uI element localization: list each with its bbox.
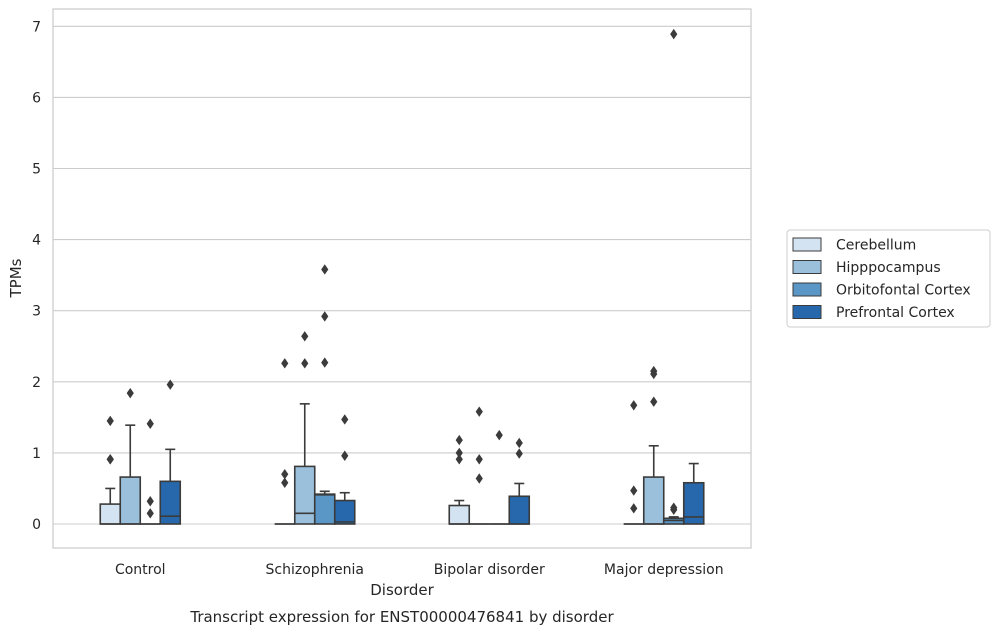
outlier-point bbox=[341, 450, 349, 461]
x-tick-labels: Control Schizophrenia Bipolar disorder Majo… bbox=[115, 562, 724, 578]
outlier-point bbox=[515, 437, 523, 449]
y-tick-label: 0 bbox=[32, 517, 41, 533]
outlier-point bbox=[281, 469, 289, 480]
outlier-point bbox=[126, 387, 134, 399]
outlier-point bbox=[670, 502, 678, 513]
outlier-point bbox=[650, 396, 658, 407]
x-axis-label: Disorder bbox=[370, 581, 434, 599]
y-tick-label: 1 bbox=[32, 446, 41, 462]
outlier-point bbox=[146, 508, 154, 519]
outlier-point bbox=[455, 434, 463, 446]
y-tick-label: 3 bbox=[32, 304, 41, 320]
box-3-3 bbox=[682, 462, 705, 525]
legend-label: Hipppocampus bbox=[836, 260, 941, 276]
x-tick-label: Bipolar disorder bbox=[434, 562, 545, 578]
outlier-point bbox=[650, 365, 658, 377]
y-tick-label: 6 bbox=[32, 90, 41, 106]
outlier-point bbox=[341, 414, 349, 425]
box-body bbox=[448, 504, 471, 525]
legend: Cerebellum Hipppocampus Orbitofontal Corte… bbox=[786, 229, 991, 328]
outlier-point bbox=[475, 406, 483, 417]
outlier-point bbox=[630, 400, 638, 411]
box-body bbox=[293, 465, 316, 525]
outlier-point bbox=[106, 454, 114, 465]
outlier-point bbox=[301, 358, 309, 369]
y-tick-label: 7 bbox=[32, 19, 41, 35]
outliers bbox=[106, 28, 678, 519]
box-1-3 bbox=[642, 444, 665, 525]
legend-frame bbox=[786, 229, 991, 328]
box-body bbox=[313, 493, 336, 525]
box-1-0 bbox=[119, 424, 142, 525]
outlier-point bbox=[321, 264, 329, 275]
legend-swatch bbox=[792, 237, 822, 252]
outlier-point bbox=[301, 331, 309, 342]
y-tick-label: 4 bbox=[32, 233, 41, 249]
legend-swatch bbox=[792, 260, 822, 274]
y-tick-labels: 0 1 2 3 4 5 6 7 bbox=[32, 19, 41, 533]
box-body bbox=[682, 481, 705, 525]
x-tick-label: Schizophrenia bbox=[266, 562, 364, 578]
chart-caption: Transcript expression for ENST0000047684… bbox=[189, 608, 614, 626]
outlier-point bbox=[475, 454, 483, 465]
legend-swatch bbox=[792, 305, 822, 319]
outlier-point bbox=[515, 448, 523, 459]
outlier-point bbox=[455, 447, 463, 459]
outlier-point bbox=[281, 358, 289, 369]
legend-label: Cerebellum bbox=[836, 238, 916, 254]
outlier-point bbox=[455, 454, 463, 465]
outlier-point bbox=[321, 311, 329, 322]
plot-area bbox=[53, 9, 751, 548]
legend-items: Cerebellum Hipppocampus Orbitofontal Corte… bbox=[792, 237, 971, 321]
box-3-1 bbox=[333, 491, 356, 525]
x-tick-label: Major depression bbox=[604, 562, 724, 578]
y-tick-label: 5 bbox=[32, 162, 41, 178]
outlier-point bbox=[166, 379, 174, 390]
outlier-point bbox=[630, 503, 638, 514]
boxes bbox=[99, 403, 705, 525]
box-2-1 bbox=[313, 490, 336, 525]
box-0-2 bbox=[448, 499, 471, 525]
outlier-point bbox=[670, 28, 678, 40]
box-body bbox=[99, 503, 122, 525]
box-3-2 bbox=[508, 482, 531, 525]
y-tick-label: 2 bbox=[32, 375, 41, 391]
legend-swatch bbox=[792, 282, 822, 297]
box-3-0 bbox=[159, 448, 182, 525]
legend-label: Prefrontal Cortex bbox=[836, 305, 955, 321]
legend-label: Orbitofontal Cortex bbox=[836, 283, 971, 299]
x-tick-label: Control bbox=[115, 562, 166, 578]
box-2-3 bbox=[662, 516, 685, 525]
box-body bbox=[508, 495, 531, 525]
box-body bbox=[642, 476, 665, 525]
plot-frame bbox=[52, 8, 752, 549]
outlier-point bbox=[630, 485, 638, 496]
box-body bbox=[333, 499, 356, 525]
outlier-point bbox=[281, 477, 289, 488]
outlier-point bbox=[495, 429, 503, 441]
y-axis-label: TPMs bbox=[7, 258, 25, 298]
outlier-point bbox=[106, 415, 114, 427]
box-body bbox=[119, 476, 142, 525]
outlier-point bbox=[475, 473, 483, 484]
outlier-point bbox=[146, 496, 154, 507]
box-body bbox=[159, 480, 182, 525]
outlier-point bbox=[146, 418, 154, 429]
outlier-point bbox=[321, 357, 329, 368]
